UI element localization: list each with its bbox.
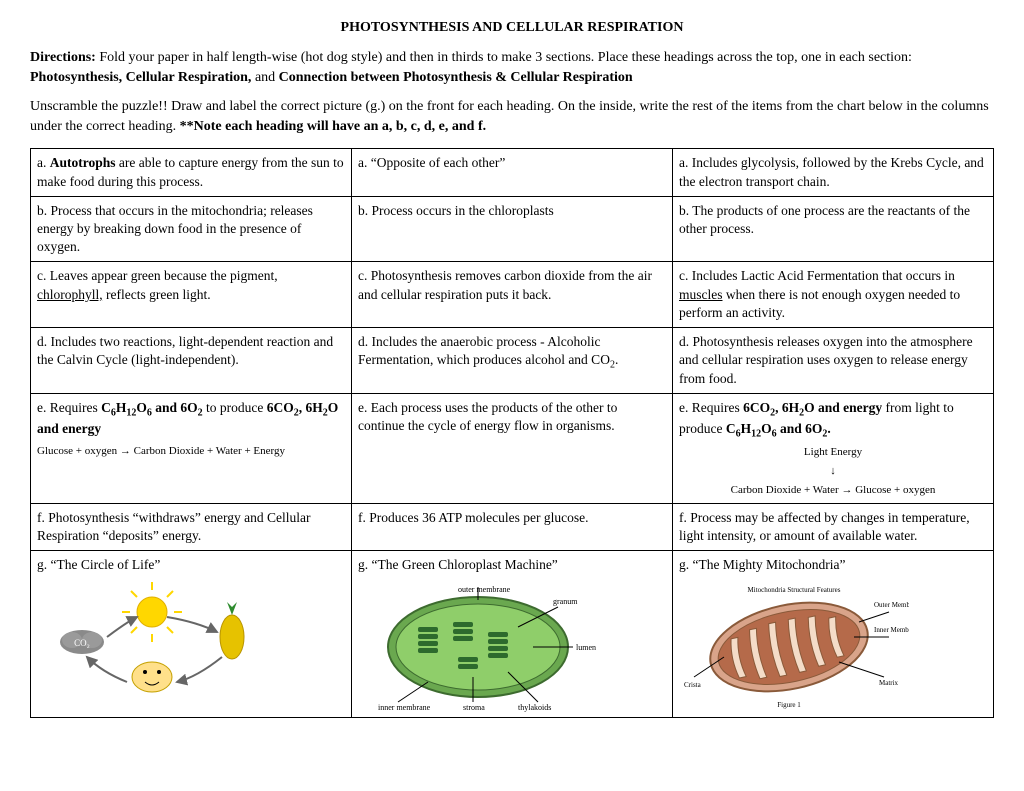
- table-row: d. Includes two reactions, light-depende…: [31, 328, 994, 394]
- directions-label: Directions:: [30, 50, 96, 65]
- cell-bold: .: [827, 421, 830, 436]
- cell-d3: d. Photosynthesis releases oxygen into t…: [673, 328, 994, 394]
- cell-f3: f. Process may be affected by changes in…: [673, 503, 994, 550]
- cell-text: g. “The Circle of Life”: [37, 556, 345, 574]
- mito-label-inner: Inner Membrane: [874, 626, 909, 634]
- cell-g1: g. “The Circle of Life” CO₂: [31, 551, 352, 718]
- cell-bold: O and energy: [804, 400, 882, 415]
- cell-a2: a. “Opposite of each other”: [352, 149, 673, 196]
- chloro-label-lumen: lumen: [576, 643, 596, 652]
- chloro-label-granum: granum: [553, 597, 578, 606]
- cell-c1: c. Leaves appear green because the pigme…: [31, 262, 352, 328]
- cell-text: c. Leaves appear green because the pigme…: [37, 268, 278, 283]
- directions-paragraph-1: Directions: Fold your paper in half leng…: [30, 48, 994, 87]
- mito-label-crista: Crista: [684, 681, 702, 689]
- chloro-label-stroma: stroma: [463, 703, 485, 712]
- page-title: PHOTOSYNTHESIS AND CELLULAR RESPIRATION: [30, 20, 994, 36]
- cell-c2: c. Photosynthesis removes carbon dioxide…: [352, 262, 673, 328]
- cell-sub: 12: [126, 407, 136, 418]
- directions-note-bold: **Note each heading will have an a, b, c…: [180, 119, 486, 134]
- cell-bold: , 6H: [299, 400, 323, 415]
- down-arrow-icon: ↓: [679, 464, 987, 479]
- cell-sub: 12: [751, 429, 761, 440]
- cell-bold: H: [741, 421, 752, 436]
- cell-bold: and 6O: [777, 421, 823, 436]
- cell-bold: O: [136, 400, 147, 415]
- chloro-label-outer: outer membrane: [458, 585, 511, 594]
- table-row: e. Requires C6H12O6 and 6O2 to produce 6…: [31, 393, 994, 503]
- cell-d2: d. Includes the anaerobic process - Alco…: [352, 328, 673, 394]
- directions-mid: and: [255, 70, 279, 85]
- mito-label-matrix: Matrix: [879, 679, 899, 687]
- cell-bold: and 6O: [152, 400, 198, 415]
- cell-bold: Autotrophs: [50, 155, 116, 170]
- chloro-label-inner: inner membrane: [378, 703, 431, 712]
- table-row: a. Autotrophs are able to capture energy…: [31, 149, 994, 196]
- equation-note: Glucose + oxygen → Carbon Dioxide + Wate…: [37, 444, 345, 459]
- cell-underline: chlorophyll,: [37, 287, 103, 302]
- cell-underline: muscles: [679, 287, 723, 302]
- cell-e2: e. Each process uses the products of the…: [352, 393, 673, 503]
- cell-bold: 6CO: [267, 400, 294, 415]
- cell-bold: C: [101, 400, 111, 415]
- cell-text: reflects green light.: [103, 287, 211, 302]
- cell-b3: b. The products of one process are the r…: [673, 196, 994, 262]
- cell-g3: g. “The Mighty Mitochondria” Mitochondri…: [673, 551, 994, 718]
- light-energy-label: Light Energy: [679, 445, 987, 460]
- cell-bold: , 6H: [775, 400, 799, 415]
- directions-paragraph-2: Unscramble the puzzle!! Draw and label t…: [30, 97, 994, 136]
- directions-text-2: Unscramble the puzzle!! Draw and label t…: [30, 99, 989, 134]
- cell-f2: f. Produces 36 ATP molecules per glucose…: [352, 503, 673, 550]
- cell-text: d. Includes the anaerobic process - Alco…: [358, 334, 610, 367]
- mito-figure-label: Figure 1: [777, 701, 801, 709]
- cell-c3: c. Includes Lactic Acid Fermentation tha…: [673, 262, 994, 328]
- cell-d1: d. Includes two reactions, light-depende…: [31, 328, 352, 394]
- circle-of-life-diagram: CO₂: [37, 582, 267, 702]
- cell-a1: a. Autotrophs are able to capture energy…: [31, 149, 352, 196]
- cell-text: g. “The Green Chloroplast Machine”: [358, 556, 666, 574]
- chloro-label-thylakoids: thylakoids: [518, 703, 551, 712]
- chloroplast-diagram: outer membrane granum lumen inner membra…: [358, 582, 598, 712]
- directions-text-1: Fold your paper in half length-wise (hot…: [99, 50, 912, 65]
- cell-a3: a. Includes glycolysis, followed by the …: [673, 149, 994, 196]
- cell-e1: e. Requires C6H12O6 and 6O2 to produce 6…: [31, 393, 352, 503]
- co2-label: CO₂: [74, 638, 90, 648]
- directions-bold-1: Photosynthesis, Cellular Respiration,: [30, 70, 255, 85]
- cell-text: to produce: [203, 400, 267, 415]
- cell-text: e. Requires: [37, 400, 101, 415]
- cell-f1: f. Photosynthesis “withdraws” energy and…: [31, 503, 352, 550]
- equation-note: Carbon Dioxide + Water → Glucose + oxyge…: [679, 483, 987, 498]
- cell-bold: H: [116, 400, 127, 415]
- table-row: c. Leaves appear green because the pigme…: [31, 262, 994, 328]
- cell-b2: b. Process occurs in the chloroplasts: [352, 196, 673, 262]
- mito-title: Mitochondria Structural Features: [748, 586, 841, 594]
- cell-bold: 6CO: [743, 400, 770, 415]
- cell-e3: e. Requires 6CO2, 6H2O and energy from l…: [673, 393, 994, 503]
- cell-b1: b. Process that occurs in the mitochondr…: [31, 196, 352, 262]
- directions-bold-2: Connection between Photosynthesis & Cell…: [279, 70, 633, 85]
- cell-text: c. Includes Lactic Acid Fermentation tha…: [679, 268, 955, 283]
- cell-bold: O: [761, 421, 772, 436]
- table-row: g. “The Circle of Life” CO₂: [31, 551, 994, 718]
- cell-text: g. “The Mighty Mitochondria”: [679, 556, 987, 574]
- cell-g2: g. “The Green Chloroplast Machine” outer…: [352, 551, 673, 718]
- cell-bold: C: [726, 421, 736, 436]
- mito-label-outer: Outer Membrane: [874, 601, 909, 609]
- mitochondria-diagram: Mitochondria Structural Features Crista …: [679, 582, 909, 712]
- cell-text: e. Requires: [679, 400, 743, 415]
- table-row: f. Photosynthesis “withdraws” energy and…: [31, 503, 994, 550]
- cell-text: .: [615, 352, 618, 367]
- cell-text: a.: [37, 155, 50, 170]
- table-row: b. Process that occurs in the mitochondr…: [31, 196, 994, 262]
- main-table: a. Autotrophs are able to capture energy…: [30, 148, 994, 718]
